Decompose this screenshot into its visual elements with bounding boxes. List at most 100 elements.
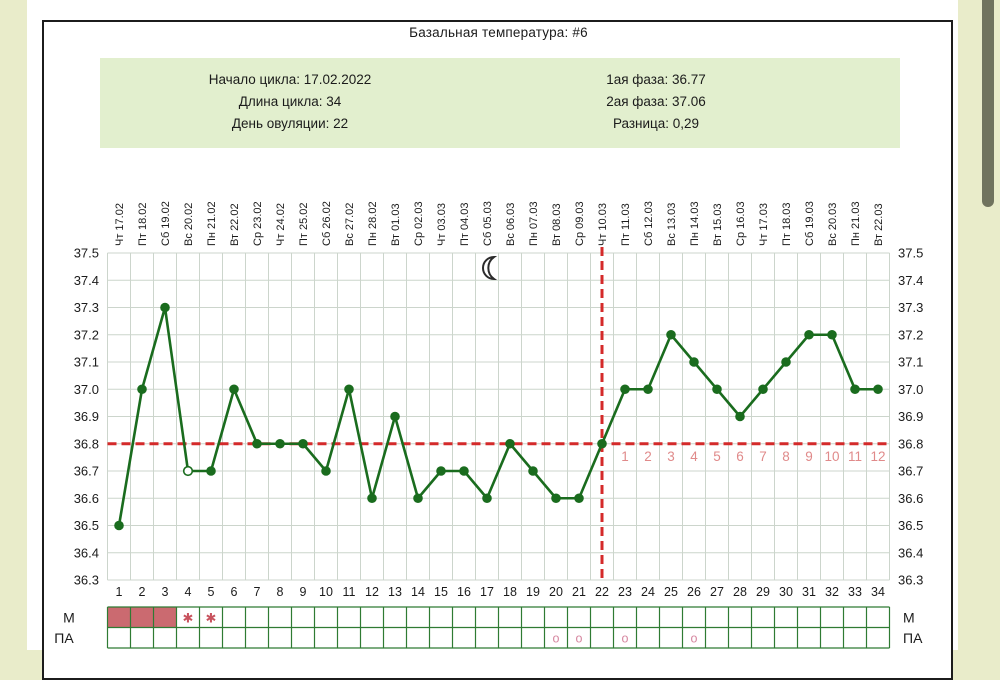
y-axis-tick-label-right: 37.1 bbox=[898, 355, 923, 370]
y-axis-tick-label-left: 37.3 bbox=[74, 300, 99, 315]
data-point[interactable] bbox=[160, 302, 170, 313]
y-axis-tick-label-left: 36.7 bbox=[74, 464, 99, 479]
data-point[interactable] bbox=[712, 384, 722, 395]
scrollbar-thumb[interactable] bbox=[982, 0, 994, 207]
date-label: Сб 26.02 bbox=[321, 201, 333, 246]
menstruation-star-mark[interactable]: ✱ bbox=[183, 611, 194, 626]
data-point[interactable] bbox=[850, 384, 860, 395]
date-label: Вт 22.03 bbox=[873, 203, 885, 246]
date-label: Сб 19.02 bbox=[160, 201, 172, 246]
y-axis-tick-label-left: 36.4 bbox=[74, 545, 99, 560]
dpo-number: 4 bbox=[690, 449, 698, 464]
day-number: 33 bbox=[848, 585, 862, 599]
dpo-number: 8 bbox=[782, 449, 790, 464]
data-point[interactable] bbox=[551, 493, 561, 504]
data-point[interactable] bbox=[804, 329, 814, 340]
data-point[interactable] bbox=[390, 411, 400, 422]
data-point[interactable] bbox=[689, 357, 699, 367]
data-point[interactable] bbox=[206, 466, 216, 476]
cycle-start-line: Начало цикла: 17.02.2022 bbox=[208, 72, 372, 87]
menstruation-fill bbox=[130, 607, 154, 628]
data-point[interactable] bbox=[436, 466, 446, 476]
day-number: 13 bbox=[388, 585, 402, 599]
date-label: Чт 03.03 bbox=[436, 203, 448, 246]
intercourse-circle-mark[interactable]: о bbox=[691, 632, 698, 646]
data-point-open[interactable] bbox=[182, 465, 194, 477]
data-point[interactable] bbox=[781, 357, 791, 367]
y-axis-tick-label-left: 36.5 bbox=[74, 518, 99, 533]
date-label: Сб 05.03 bbox=[482, 201, 494, 246]
data-point[interactable] bbox=[114, 520, 124, 531]
row-label-pa-right: ПА bbox=[903, 630, 923, 646]
date-label: Ср 16.03 bbox=[735, 201, 747, 246]
date-label: Вт 22.02 bbox=[229, 203, 241, 246]
data-point[interactable] bbox=[827, 329, 837, 340]
y-axis-tick-label-left: 36.3 bbox=[74, 573, 99, 588]
data-point[interactable] bbox=[597, 438, 607, 449]
y-axis-tick-label-right: 36.6 bbox=[898, 491, 923, 506]
day-number: 22 bbox=[595, 585, 609, 599]
data-point[interactable] bbox=[620, 384, 630, 395]
data-point[interactable] bbox=[298, 438, 308, 449]
data-point[interactable] bbox=[344, 384, 354, 395]
data-point[interactable] bbox=[873, 384, 883, 395]
data-point[interactable] bbox=[528, 466, 538, 476]
intercourse-circle-mark[interactable]: о bbox=[622, 632, 629, 646]
y-axis-tick-label-right: 36.7 bbox=[898, 464, 923, 479]
data-point[interactable] bbox=[275, 438, 285, 449]
menstruation-star-mark[interactable]: ✱ bbox=[206, 611, 217, 626]
day-number: 16 bbox=[457, 585, 471, 599]
date-label: Ср 02.03 bbox=[413, 201, 425, 246]
dpo-number: 3 bbox=[667, 449, 675, 464]
data-point[interactable] bbox=[505, 438, 515, 449]
data-point[interactable] bbox=[367, 493, 377, 504]
cycle-info-right-column: 1ая фаза: 36.77 2ая фаза: 37.06 Разница:… bbox=[480, 69, 832, 135]
data-point[interactable] bbox=[459, 466, 469, 476]
ovulation-day-line: День овуляции: 22 bbox=[231, 116, 349, 131]
data-point[interactable] bbox=[413, 493, 423, 504]
date-label: Вт 01.03 bbox=[390, 203, 402, 246]
day-number: 14 bbox=[411, 585, 425, 599]
day-number: 29 bbox=[756, 585, 770, 599]
dpo-number: 7 bbox=[759, 449, 767, 464]
date-label: Пт 18.02 bbox=[137, 202, 149, 246]
date-label: Пт 18.03 bbox=[781, 202, 793, 246]
data-point[interactable] bbox=[482, 493, 492, 504]
day-number: 28 bbox=[733, 585, 747, 599]
day-number: 25 bbox=[664, 585, 678, 599]
intercourse-circle-mark[interactable]: о bbox=[553, 632, 560, 646]
data-point[interactable] bbox=[137, 384, 147, 395]
y-axis-tick-label-left: 37.0 bbox=[74, 382, 99, 397]
data-point[interactable] bbox=[643, 384, 653, 395]
menstruation-fill bbox=[153, 607, 177, 628]
data-point[interactable] bbox=[735, 411, 745, 422]
y-axis-tick-label-right: 36.4 bbox=[898, 545, 923, 560]
day-number: 1 bbox=[116, 585, 123, 599]
date-label: Вт 08.03 bbox=[551, 203, 563, 246]
date-label: Пн 28.02 bbox=[367, 201, 379, 246]
date-label: Пн 21.02 bbox=[206, 201, 218, 246]
data-point[interactable] bbox=[321, 466, 331, 476]
date-label: Вс 27.02 bbox=[344, 203, 356, 246]
date-label: Пт 04.03 bbox=[459, 202, 471, 246]
day-number: 11 bbox=[343, 585, 356, 599]
row-label-pa-left: ПА bbox=[54, 630, 74, 646]
data-point[interactable] bbox=[574, 493, 584, 504]
cycle-info-box: Начало цикла: 17.02.2022 Длина цикла: 34… bbox=[100, 58, 900, 148]
data-point[interactable] bbox=[758, 384, 768, 395]
temperature-line bbox=[117, 306, 878, 526]
day-number: 6 bbox=[231, 585, 238, 599]
date-label: Вс 13.03 bbox=[666, 203, 678, 246]
intercourse-circle-mark[interactable]: о bbox=[576, 632, 583, 646]
day-number: 27 bbox=[710, 585, 724, 599]
data-point[interactable] bbox=[229, 384, 239, 395]
row-label-m-right: М bbox=[903, 610, 915, 626]
data-point[interactable] bbox=[252, 438, 262, 449]
date-label: Пт 25.02 bbox=[298, 202, 310, 246]
y-axis-tick-label-left: 37.5 bbox=[74, 246, 99, 261]
day-number: 15 bbox=[434, 585, 448, 599]
y-axis-tick-label-right: 36.5 bbox=[898, 518, 923, 533]
date-label: Чт 17.03 bbox=[758, 203, 770, 246]
day-number: 20 bbox=[549, 585, 563, 599]
data-point[interactable] bbox=[666, 329, 676, 340]
